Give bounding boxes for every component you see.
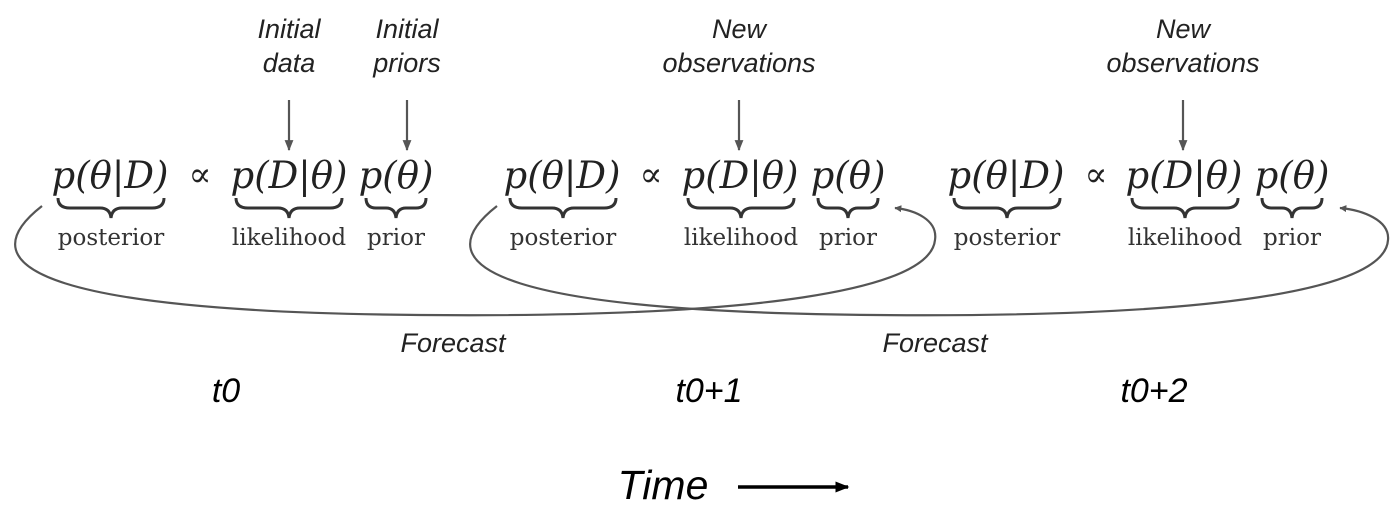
equation-t0: p(θ|D) ∝ p(D|θ) p(θ) posterior likelihoo… [52, 154, 434, 251]
annotation-new-observations-1: New observations [662, 14, 816, 152]
annotation-initial-priors: Initial priors [372, 14, 441, 152]
annotation-initial-data-line2: data [263, 48, 316, 78]
annotation-new-observations-2-line1: New [1156, 14, 1212, 44]
posterior-expression: p(θ|D) [948, 154, 1065, 197]
likelihood-label: likelihood [684, 225, 798, 251]
time-step-t0-plus-1: t0+1 [675, 372, 742, 410]
annotation-new-observations-2: New observations [1106, 14, 1260, 152]
posterior-label: posterior [58, 225, 164, 251]
annotation-initial-data-line1: Initial [257, 14, 321, 44]
likelihood-label: likelihood [232, 225, 346, 251]
forecast-arrow-2 [469, 205, 1390, 317]
posterior-expression: p(θ|D) [504, 154, 621, 197]
proportional-symbol: ∝ [639, 155, 662, 195]
forecast-arrow-1 [14, 205, 937, 317]
prior-label: prior [819, 225, 877, 251]
prior-expression: p(θ) [1255, 154, 1330, 197]
posterior-underbrace [952, 197, 1062, 219]
time-step-t0: t0 [212, 372, 240, 410]
posterior-underbrace [56, 197, 166, 219]
equation-t0-plus-2: p(θ|D) ∝ p(D|θ) p(θ) posterior likelihoo… [948, 154, 1330, 251]
time-step-t0-plus-2: t0+2 [1120, 372, 1187, 410]
time-axis-label: Time [618, 462, 709, 508]
likelihood-expression: p(D|θ) [231, 154, 348, 197]
annotation-initial-priors-line2: priors [372, 48, 441, 78]
forecast-label-1: Forecast [400, 328, 507, 358]
forecast-label-2: Forecast [882, 328, 989, 358]
prior-label: prior [367, 225, 425, 251]
prior-underbrace [1260, 197, 1324, 219]
prior-underbrace [816, 197, 880, 219]
likelihood-underbrace [234, 197, 344, 219]
proportional-symbol: ∝ [188, 155, 211, 195]
equation-t0-plus-1: p(θ|D) ∝ p(D|θ) p(θ) posterior likelihoo… [504, 154, 886, 251]
posterior-label: posterior [954, 225, 1060, 251]
proportional-symbol: ∝ [1084, 155, 1107, 195]
likelihood-expression: p(D|θ) [682, 154, 799, 197]
prior-expression: p(θ) [359, 154, 434, 197]
prior-label: prior [1263, 225, 1321, 251]
likelihood-label: likelihood [1128, 225, 1242, 251]
prior-expression: p(θ) [811, 154, 886, 197]
posterior-underbrace [508, 197, 618, 219]
annotation-new-observations-1-line2: observations [662, 48, 815, 78]
posterior-expression: p(θ|D) [52, 154, 169, 197]
annotation-initial-data: Initial data [257, 14, 322, 152]
annotation-initial-priors-line1: Initial [375, 14, 439, 44]
likelihood-underbrace [1130, 197, 1240, 219]
prior-underbrace [364, 197, 428, 219]
annotation-new-observations-2-line2: observations [1106, 48, 1259, 78]
posterior-label: posterior [510, 225, 616, 251]
likelihood-expression: p(D|θ) [1126, 154, 1243, 197]
annotation-new-observations-1-line1: New [712, 14, 768, 44]
likelihood-underbrace [686, 197, 796, 219]
